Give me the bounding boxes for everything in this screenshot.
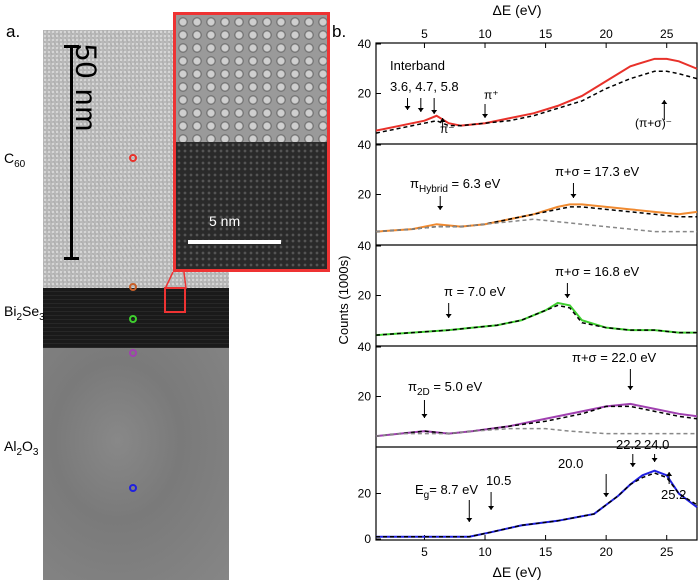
x-tick-label-top: 10 [478,27,492,41]
zoom-region-box [164,287,186,313]
interface-probe-dot [129,283,137,291]
arrow-3-6-head [404,106,411,110]
series-measured-panel-5 [376,469,698,538]
x-tick-label: 15 [539,545,553,559]
scale-bar-main [64,45,79,260]
annot-pisigma-16-8: π+σ = 16.8 eV [555,264,640,279]
arrow-pi-plus-head [482,114,489,118]
bise-bottom-probe-dot [129,349,137,357]
annot-25-2: 25.2 [661,487,686,502]
x-tick-label-top: 20 [599,27,613,41]
series-fit-panel-2 [375,206,697,233]
bise-probe-dot [129,315,137,323]
y-tick-label: 40 [358,340,372,354]
series-measured-panel-3 [375,301,697,337]
series-fit-panel-3 [375,304,697,336]
x-tick-label: 20 [599,545,613,559]
arrow-10-5-head [488,506,495,510]
c60-label: C60 [4,150,26,170]
arrow-pisigma-22-0-head [627,386,634,390]
arrow-5-8-head [431,110,438,114]
hrtem-inset: 5 nm [173,12,330,272]
annot-pisigma-minus: (π+σ)⁻ [635,116,672,130]
bise-label: Bi2Se3 [4,303,45,323]
annot-eg: Eg= 8.7 eV [415,482,478,501]
arrow-4-7-head [417,108,424,112]
scale-bar-inset-label: 5 nm [209,213,241,229]
y-tick-label: 20 [358,188,372,202]
series-measured-panel-1 [375,57,698,132]
y-tick-label: 0 [364,532,371,546]
arrow-pi-hybrid-head [437,206,444,210]
x-tick-label-top: 15 [539,27,553,41]
top-axis-label: ΔE (eV) [492,2,541,18]
series-fit-panel-5 [376,472,698,538]
x-tick-label-top: 5 [421,27,428,41]
y-tick-label: 20 [358,87,372,101]
x-tick-label: 5 [421,545,428,559]
annot-10-5: 10.5 [486,473,511,488]
al2o3-layer [43,348,229,580]
arrow-22-2-head [629,463,636,467]
arrow-pisigma-head [661,100,668,104]
arrow-25-2-head [666,472,673,476]
x-tick-label-top: 25 [660,27,674,41]
arrow-20-0-head [603,493,610,497]
arrow-pisigma-16-8-head [564,294,571,298]
series-measured-panel-4 [375,402,698,438]
x-tick-label: 25 [660,545,674,559]
c60-probe-dot [129,154,137,162]
series-fit-panel-1 [375,70,698,134]
bise-layer [43,288,229,348]
al2o3-probe-dot [129,484,137,492]
series-background-panel-2 [375,218,697,233]
arrow-pi-minus-head [439,118,446,122]
panel-a-label: a. [6,22,21,41]
annot-pisigma-17-3: π+σ = 17.3 eV [555,164,640,179]
series-fit-panel-4 [375,405,698,437]
chart-frame [375,42,698,541]
annot-interband: Interband [390,58,445,73]
y-tick-label: 20 [358,289,372,303]
scale-bar-inset [188,240,281,244]
annot-pisigma-22-0: π+σ = 22.0 eV [572,350,657,365]
y-axis-label: Counts (1000s) [336,256,351,345]
x-tick-label: 10 [478,545,492,559]
arrow-pi-2d-head [421,414,428,418]
bottom-axis-label: ΔE (eV) [492,564,541,580]
annot-20-0: 20.0 [558,456,583,471]
annot-pi-7-0: π = 7.0 eV [444,284,506,299]
annot-pi-plus: π⁺ [484,88,499,102]
annot-pi-2d: π2D = 5.0 eV [408,379,483,398]
y-tick-label: 40 [358,239,372,253]
arrow-pisigma-17-3-head [570,194,577,198]
y-tick-label: 40 [358,138,372,152]
panel-b-label: b. [332,22,347,41]
arrow-24-0-head [651,458,658,462]
series-background-panel-4 [375,427,697,437]
annot-interband-values: 3.6, 4.7, 5.8 [390,79,459,94]
annot-pi-minus: π⁻ [440,122,455,136]
al2o3-label: Al2O3 [4,438,39,458]
arrow-pi-7-0-head [445,314,452,318]
annot-pi-hybrid: πHybrid = 6.3 eV [410,176,501,195]
y-tick-label: 20 [358,390,372,404]
annot-24-0: 24.0 [644,437,669,452]
series-measured-panel-2 [375,203,698,233]
y-tick-label: 20 [358,487,372,501]
annot-22-2: 22.2 [616,437,641,452]
y-tick-label: 40 [358,37,372,51]
arrow-eg-head [466,518,473,522]
